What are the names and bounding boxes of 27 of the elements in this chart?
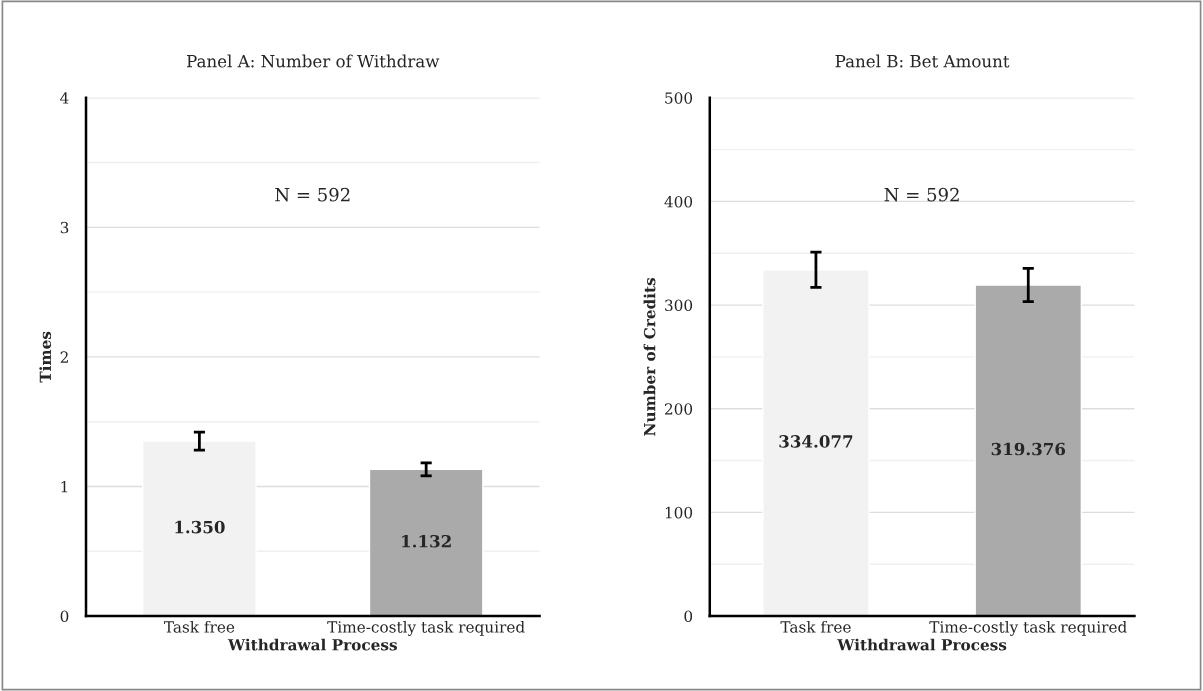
x-tick-label: Time-costly task required [929, 620, 1127, 636]
y-tick-label: 0 [60, 610, 69, 623]
y-tick-label: 0 [684, 610, 693, 623]
annotation: N = 592 [275, 187, 350, 202]
chart-title: Panel B: Bet Amount [835, 54, 1010, 68]
y-axis-title: Times [39, 331, 52, 383]
y-tick-label: 200 [664, 403, 693, 415]
y-tick-label: 4 [60, 92, 69, 104]
y-tick-label: 400 [664, 195, 693, 208]
y-tick-label: 1 [61, 480, 68, 493]
y-tick-label: 300 [665, 299, 693, 312]
data-label: 334.077 [779, 435, 853, 448]
y-axis-title: Number of Credits [643, 277, 656, 436]
y-tick-label: 2 [60, 351, 68, 363]
y-tick-label: 100 [665, 506, 693, 519]
x-axis-title: Withdrawal Process [837, 638, 1007, 651]
annotation: N = 592 [884, 187, 959, 202]
x-tick-label: Task free [780, 620, 851, 633]
x-axis-title: Withdrawal Process [227, 638, 397, 651]
x-tick-label: Time-costly task required [327, 620, 525, 636]
chart-title: Panel A: Number of Withdraw [186, 54, 440, 68]
data-label: 1.350 [175, 520, 225, 534]
data-label: 1.132 [402, 534, 451, 548]
data-label: 319.376 [991, 442, 1066, 456]
x-tick-label: Task free [163, 620, 235, 633]
y-tick-label: 500 [665, 92, 693, 104]
y-tick-label: 3 [60, 221, 69, 234]
